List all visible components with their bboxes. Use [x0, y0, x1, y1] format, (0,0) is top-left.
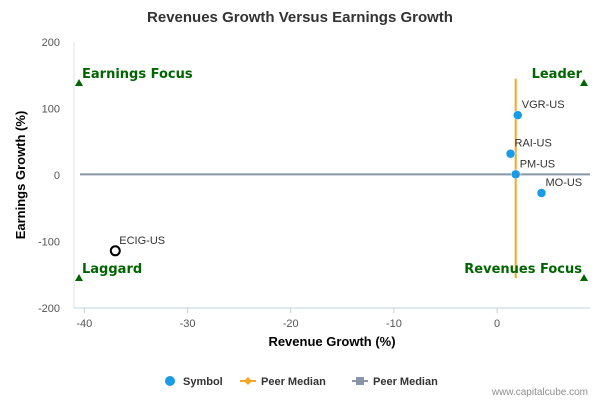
legend-square-icon — [356, 377, 364, 385]
quadrant-label: Laggard — [82, 262, 142, 277]
y-axis-ticks: -200 -100 0 100 200 — [38, 37, 60, 315]
x-tick-label: -30 — [180, 318, 196, 330]
x-axis-ticks: -40 -30 -20 -10 0 — [76, 308, 500, 330]
quadrant-label: Earnings Focus — [82, 67, 193, 82]
data-point — [513, 110, 523, 120]
quadrant-marker-icon — [75, 274, 83, 281]
quadrant-marker-icon — [580, 274, 588, 281]
y-axis-label: Earnings Growth (%) — [13, 111, 28, 240]
data-point-label: MO-US — [545, 177, 582, 189]
y-tick-label: -100 — [38, 237, 60, 249]
x-tick-label: 0 — [494, 318, 500, 330]
quadrant-marker-icon — [580, 79, 588, 86]
data-point-label: ECIG-US — [119, 235, 165, 247]
legend-label: Peer Median — [373, 376, 438, 388]
y-tick-label: -200 — [38, 303, 60, 315]
quadrant-marker-icon — [75, 79, 83, 86]
legend-label: Symbol — [183, 376, 223, 388]
data-points: VGR-US RAI-US PM-US MO-US ECIG-US — [109, 99, 582, 257]
legend-label: Peer Median — [261, 376, 326, 388]
legend-diamond-icon — [244, 377, 252, 385]
plot-area — [73, 42, 590, 309]
data-point — [505, 148, 516, 159]
credit-text: www.capitalcube.com — [491, 387, 588, 398]
legend: Symbol Peer Median Peer Median — [165, 376, 438, 388]
x-tick-label: -10 — [386, 318, 402, 330]
data-point-label: RAI-US — [515, 138, 552, 150]
data-point-label: VGR-US — [522, 99, 565, 111]
chart-title: Revenues Growth Versus Earnings Growth — [147, 9, 453, 26]
y-tick-label: 200 — [42, 37, 60, 49]
y-tick-label: 100 — [42, 104, 60, 116]
data-point — [536, 188, 547, 198]
x-tick-label: -40 — [76, 318, 92, 330]
x-tick-label: -20 — [283, 318, 299, 330]
legend-symbol-icon — [165, 376, 175, 386]
quadrant-label: Leader — [532, 67, 583, 82]
data-point-label: PM-US — [520, 158, 555, 170]
quadrant-labels: Earnings Focus Leader Laggard Revenues Focu… — [75, 67, 588, 281]
x-axis-label: Revenue Growth (%) — [268, 334, 395, 349]
y-tick-label: 0 — [54, 170, 60, 182]
data-point — [109, 245, 121, 257]
quadrant-label: Revenues Focus — [464, 262, 582, 277]
data-point — [510, 169, 521, 180]
